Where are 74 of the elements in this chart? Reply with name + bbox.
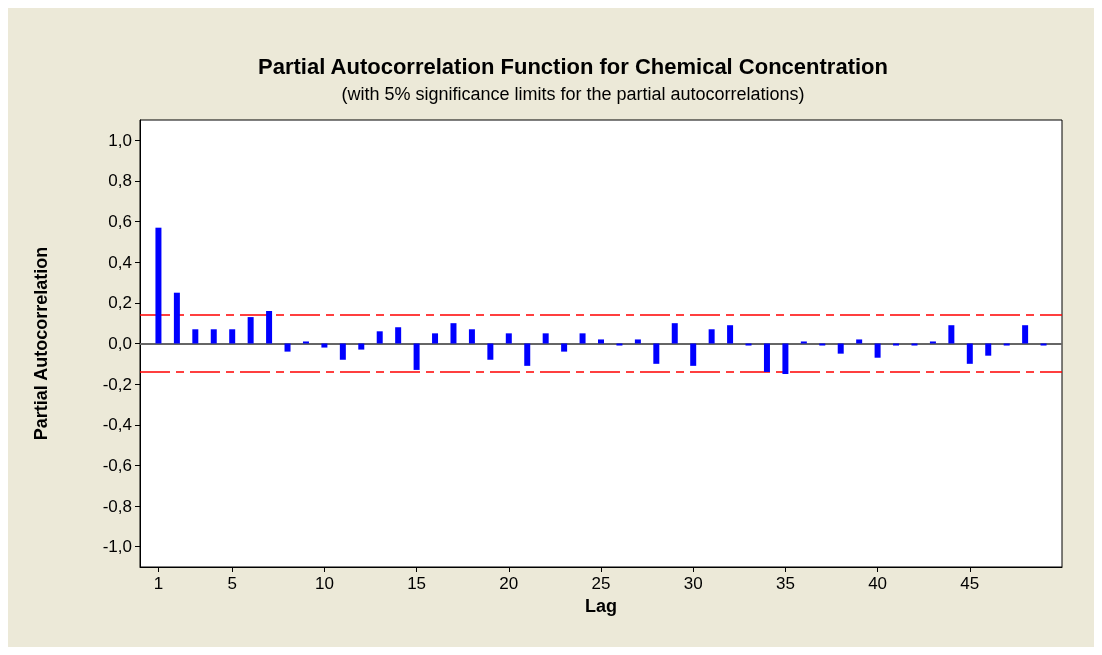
bar [634, 339, 641, 344]
y-tick-label: -0,2 [102, 374, 132, 394]
bar [376, 331, 383, 344]
bar [561, 343, 568, 352]
x-tick-label: 35 [775, 574, 795, 593]
bar [487, 343, 494, 360]
bar [1040, 343, 1047, 346]
bar [966, 343, 973, 364]
x-tick-label: 5 [227, 574, 237, 593]
y-tick-label: 0,6 [108, 212, 132, 232]
bar [598, 339, 604, 344]
bar [302, 341, 309, 344]
bar [173, 292, 180, 344]
bar [708, 329, 715, 344]
x-axis-title: Lag [584, 595, 618, 616]
y-tick-label: 0,8 [108, 171, 132, 191]
bar [1003, 343, 1010, 346]
y-tick-label: -0,6 [102, 455, 132, 475]
bar [874, 343, 881, 358]
bar [450, 323, 457, 344]
bar [856, 339, 863, 344]
x-tick-label: 1 [153, 574, 164, 593]
bar [893, 343, 900, 346]
chart-subtitle: (with 5% significance limits for the partial autocorrelations) [341, 84, 805, 104]
x-tick-label: 25 [591, 574, 611, 593]
bar [1022, 325, 1029, 344]
bar [690, 343, 697, 366]
y-tick-label: 0,0 [108, 334, 132, 353]
bar [505, 333, 512, 344]
bar [745, 343, 752, 346]
bar [321, 343, 328, 348]
bar [800, 341, 807, 344]
bar [782, 343, 789, 374]
bar [837, 343, 844, 354]
bar [358, 343, 365, 350]
y-tick-label: -0,4 [102, 415, 132, 435]
y-axis-title: Partial Autocorrelation [31, 246, 51, 441]
bar [542, 333, 549, 344]
bar [763, 343, 770, 372]
bar [413, 343, 420, 370]
x-tick-label: 15 [407, 574, 427, 593]
bar [468, 329, 475, 344]
bar [229, 329, 236, 344]
bar [727, 325, 734, 344]
bar [284, 343, 291, 352]
bar [247, 317, 254, 344]
x-tick-label: 20 [499, 574, 519, 593]
bar [192, 329, 199, 344]
bar [616, 343, 623, 346]
y-tick-label: 0,4 [108, 252, 132, 272]
bar [395, 327, 402, 344]
bar [653, 343, 660, 364]
bar [266, 310, 273, 344]
bar [579, 333, 586, 344]
y-tick-label: 1,0 [108, 130, 132, 150]
bar [210, 329, 217, 344]
x-tick-label: 45 [960, 574, 980, 593]
bar [948, 325, 955, 344]
y-tick-label: 0,2 [108, 293, 132, 313]
bar [524, 343, 531, 366]
x-tick-label: 40 [868, 574, 888, 593]
bar [819, 343, 826, 346]
x-tick-label: 30 [683, 574, 703, 593]
y-tick-label: -0,8 [102, 496, 132, 516]
bar [339, 343, 346, 360]
y-tick-label: -1,0 [102, 537, 132, 557]
bar [432, 333, 439, 344]
bar [985, 343, 992, 356]
bar [155, 227, 162, 344]
chart-title: Partial Autocorrelation Function for Chemical Concentration [258, 53, 888, 79]
bar [911, 343, 918, 346]
x-tick-label: 10 [314, 574, 334, 593]
bar [929, 341, 936, 344]
bar [671, 323, 678, 344]
